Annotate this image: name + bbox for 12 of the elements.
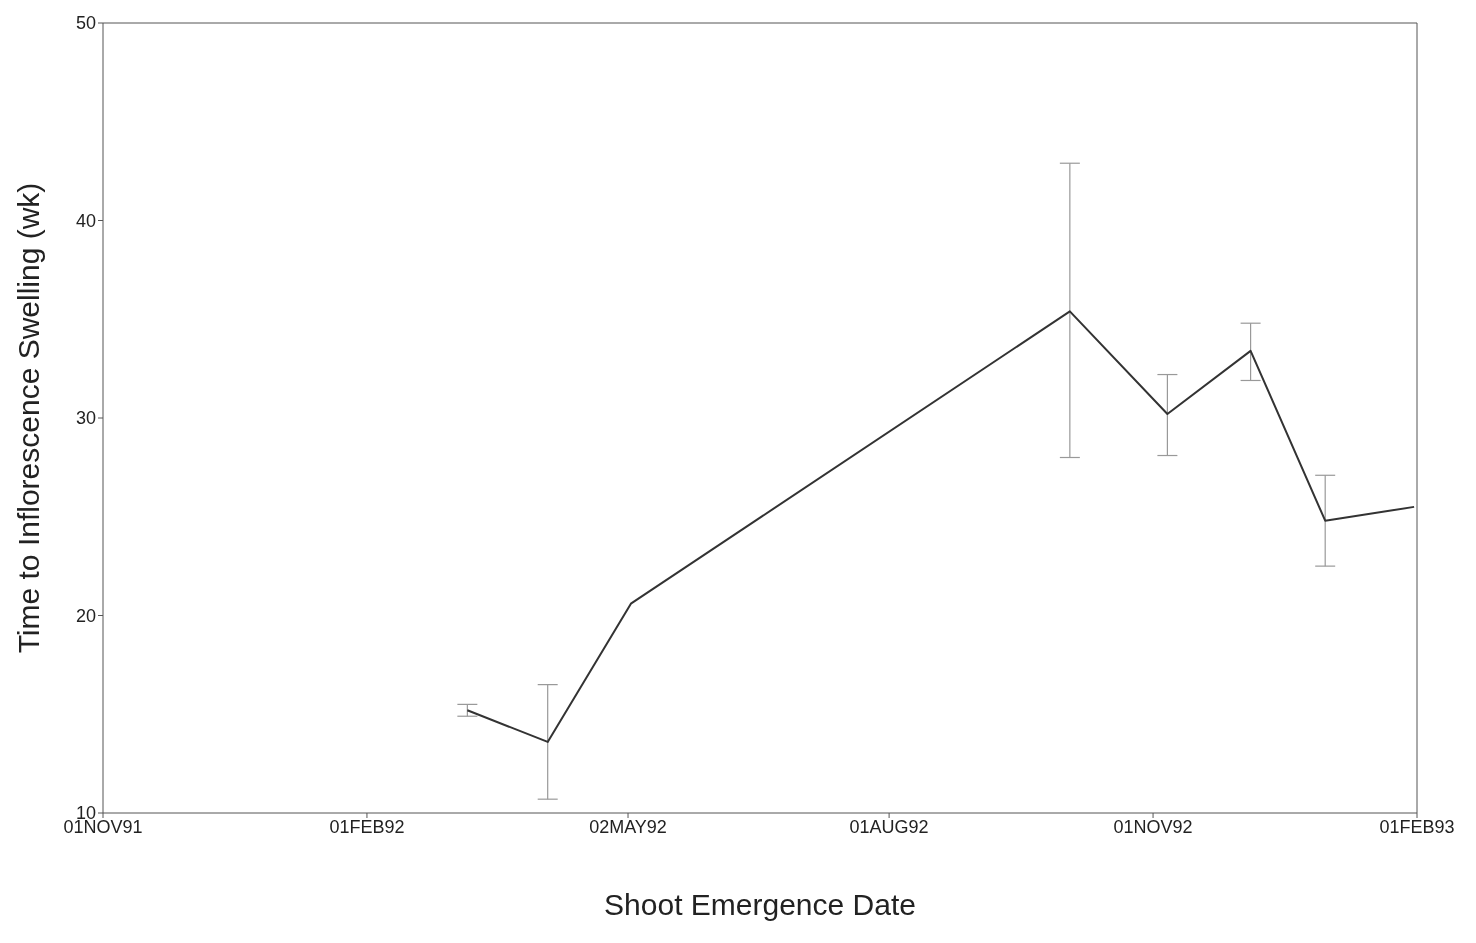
y-tick-label: 20: [75, 605, 96, 626]
x-tick-label: 01AUG92: [849, 816, 929, 837]
y-tick-label: 50: [75, 13, 96, 34]
x-tick-label: 01FEB93: [1379, 816, 1455, 837]
x-tick-label: 01NOV92: [1113, 816, 1193, 837]
x-tick-label: 02MAY92: [589, 816, 667, 837]
line-series: [466, 310, 1416, 743]
y-tick-label: 30: [75, 408, 96, 429]
x-tick-label: 01FEB92: [329, 816, 405, 837]
y-axis-title: Time to Inflorescence Swelling (wk): [11, 182, 45, 654]
x-axis-title: Shoot Emergence Date: [604, 888, 916, 921]
y-tick-label: 40: [75, 210, 96, 231]
